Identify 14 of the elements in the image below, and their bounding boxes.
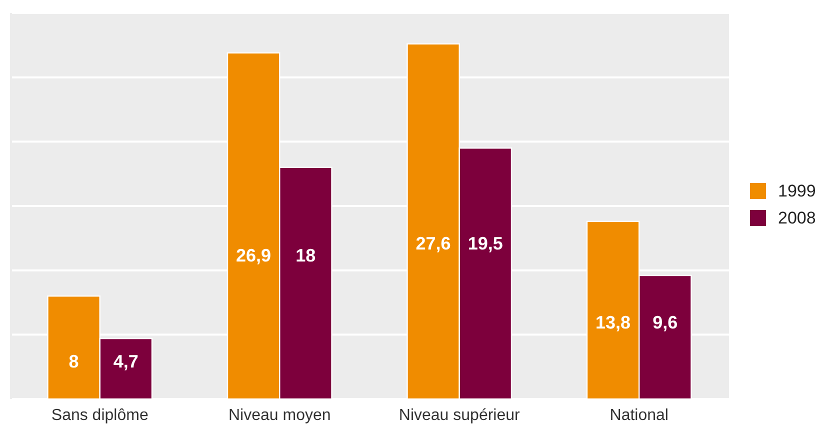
x-tick-label: Niveau supérieur: [398, 407, 521, 424]
x-tick-label: Sans diplôme: [51, 407, 148, 424]
x-tick-label: Niveau moyen: [228, 407, 331, 424]
x-tick-label: National: [610, 407, 668, 424]
data-label: 26,9: [236, 245, 272, 266]
data-label: 19,5: [468, 233, 503, 254]
data-label: 4,7: [113, 352, 138, 372]
data-label: 13,8: [596, 312, 631, 332]
legend-label: 1999: [778, 182, 816, 200]
legend-label: 2008: [778, 208, 816, 228]
data-label: 27,6: [416, 233, 451, 254]
data-label: 9,6: [652, 312, 678, 332]
data-label: 18: [296, 245, 316, 266]
data-label: 8: [68, 352, 79, 372]
